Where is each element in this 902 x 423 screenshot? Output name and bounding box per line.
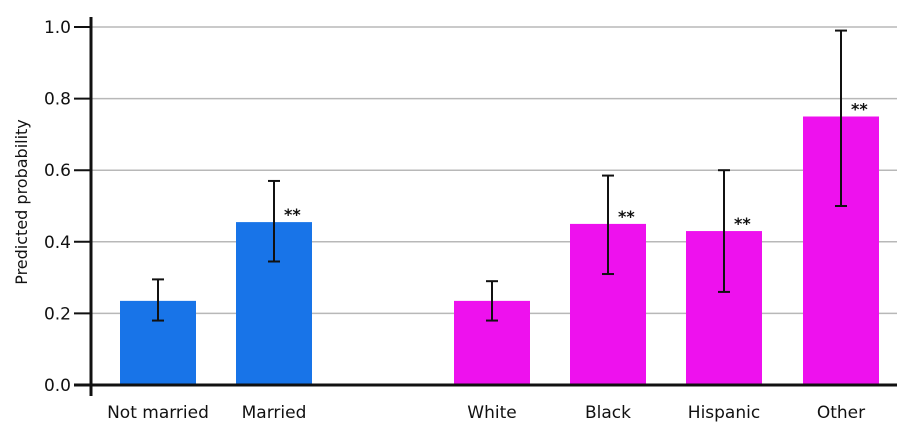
significance-marker: ** — [618, 207, 635, 226]
x-tick-label: Married — [242, 403, 307, 423]
significance-marker: ** — [734, 214, 751, 233]
gridlines — [91, 26, 897, 315]
bars — [120, 116, 879, 385]
x-tick-label: Black — [585, 403, 631, 423]
axes — [74, 17, 897, 396]
y-tick-label: 0.8 — [44, 90, 71, 110]
y-tick-label: 0.4 — [44, 233, 71, 253]
y-tick-label: 0.6 — [44, 161, 71, 181]
significance-marker: ** — [851, 100, 868, 119]
x-tick-label: Other — [817, 403, 865, 423]
y-axis-label: Predicted probability — [12, 119, 31, 285]
error-bars — [152, 29, 847, 322]
y-tick-label: 1.0 — [44, 18, 71, 38]
x-tick-label: Not married — [107, 403, 209, 423]
x-tick-label: White — [467, 403, 516, 423]
y-tick-label: 0.0 — [44, 376, 71, 396]
labels: 0.0 0.2 0.4 0.6 0.8 1.0 ** ** ** ** Not married Mar… — [44, 18, 868, 423]
significance-marker: ** — [284, 205, 301, 224]
y-tick-label: 0.2 — [44, 304, 71, 324]
x-tick-label: Hispanic — [688, 403, 760, 423]
